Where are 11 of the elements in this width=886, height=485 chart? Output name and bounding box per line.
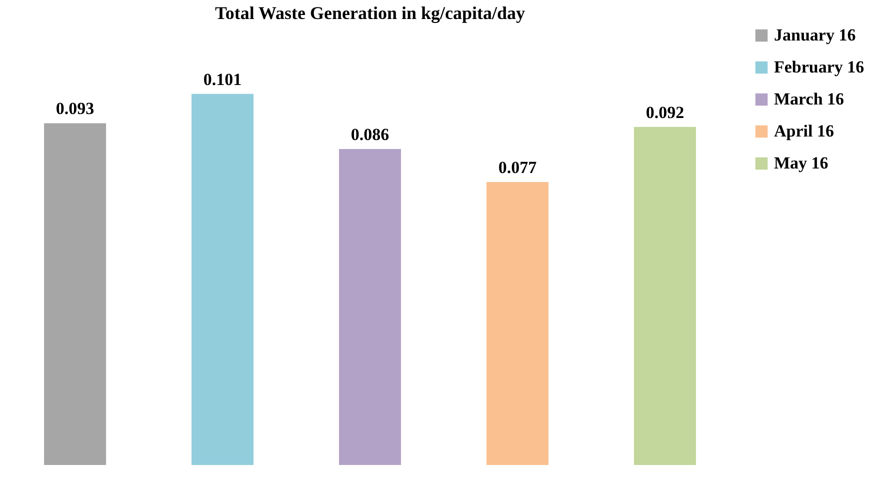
data-label: 0.077 [498,158,538,178]
legend-label: January 16 [774,26,856,44]
data-label: 0.101 [203,70,242,89]
data-label: 0.093 [56,99,94,118]
legend-label: March 16 [774,90,844,108]
legend-label: April 16 [774,122,834,140]
data-label: 0.086 [350,124,390,144]
chart-title: Total Waste Generation in kg/capita/day [214,3,526,23]
legend-label: May 16 [774,154,828,172]
legend-label: February 16 [774,58,864,76]
data-label: 0.092 [646,102,684,122]
